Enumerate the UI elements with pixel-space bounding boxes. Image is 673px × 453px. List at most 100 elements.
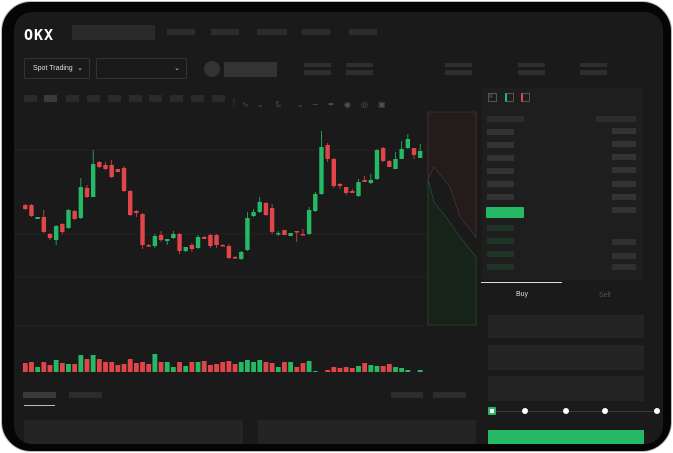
slider-stop[interactable] — [522, 408, 528, 414]
tab-buy[interactable]: Buy — [516, 291, 529, 298]
timeframe-button[interactable] — [24, 95, 37, 102]
candlestick-chart[interactable] — [14, 107, 478, 372]
nav-item[interactable] — [167, 29, 195, 35]
nav-item[interactable] — [302, 29, 330, 35]
tab-sell[interactable]: Sell — [599, 292, 611, 299]
candle-body — [41, 217, 47, 232]
candle-body — [78, 187, 84, 218]
orderbook-header-price — [487, 116, 524, 122]
timeframe-button[interactable] — [149, 95, 162, 102]
candle-body — [72, 211, 77, 219]
nav-item[interactable] — [349, 29, 377, 35]
bid-price — [487, 225, 514, 231]
candle-body — [183, 247, 188, 251]
slider-stop[interactable] — [602, 408, 608, 414]
candle-body — [245, 218, 250, 250]
volume-bar — [84, 359, 90, 372]
timeframe-button[interactable] — [129, 95, 142, 102]
volume-bar — [177, 362, 182, 372]
candle-body — [53, 226, 59, 240]
nav-item[interactable] — [211, 29, 239, 35]
okx-logo[interactable]: OKX — [24, 26, 55, 44]
slider-handle[interactable] — [488, 407, 496, 415]
stat-label — [445, 63, 472, 67]
volume-bar — [399, 368, 405, 372]
candle-body — [35, 217, 40, 219]
volume-bar — [349, 368, 355, 372]
timeframe-button[interactable] — [170, 95, 183, 102]
bid-price — [487, 264, 514, 270]
camera-icon[interactable]: ◉ — [344, 100, 351, 109]
chevron-down-icon[interactable]: ⌄ — [297, 100, 304, 109]
timeframe-button[interactable] — [108, 95, 121, 102]
volume-bar — [269, 363, 275, 372]
timeframe-button[interactable] — [44, 95, 57, 102]
orderbook-both-icon[interactable]: ≡ — [488, 93, 497, 102]
fullscreen-icon[interactable]: ▣ — [378, 100, 386, 109]
candle-body — [214, 235, 219, 245]
slider-stop[interactable] — [654, 408, 660, 414]
orderbook-asks-icon[interactable] — [521, 93, 530, 102]
candle-body — [121, 168, 127, 191]
orderbook-bids-icon[interactable] — [505, 93, 514, 102]
price-input[interactable] — [488, 315, 644, 338]
market-type-label: Spot Trading — [33, 65, 73, 72]
volume-bar — [96, 359, 102, 372]
volume-bar — [66, 364, 71, 372]
volume-bar — [41, 362, 47, 372]
candle-body — [380, 148, 386, 161]
volume-bar — [300, 363, 306, 372]
timeframe-button[interactable] — [191, 95, 204, 102]
volume-bar — [195, 362, 201, 372]
ask-price — [487, 168, 514, 174]
stat-label — [518, 63, 545, 67]
stat-label — [304, 63, 331, 67]
timeframe-button[interactable] — [87, 95, 100, 102]
candle-body — [399, 149, 404, 159]
trading-screen: OKX Spot Trading ⌄ ⌄ | ∿ ⌄ fₓ ⌄ ∽ ✒ ◉ ◎ … — [14, 12, 663, 444]
candle-body — [306, 210, 312, 234]
slider-track[interactable] — [492, 411, 657, 412]
candle-body — [411, 148, 417, 155]
timeframe-button[interactable] — [212, 95, 225, 102]
slider-stop[interactable] — [563, 408, 569, 414]
volume-bar — [226, 361, 232, 372]
drawing-icon[interactable]: ∽ — [312, 100, 319, 109]
tab-history[interactable] — [69, 392, 102, 398]
filter-button[interactable] — [391, 392, 423, 398]
volume-bar — [343, 367, 349, 372]
search-bar[interactable] — [72, 25, 155, 40]
market-type-dropdown[interactable]: Spot Trading ⌄ — [24, 58, 90, 79]
stat-label — [580, 63, 607, 67]
total-input[interactable] — [488, 376, 644, 401]
volume-bar — [337, 368, 343, 372]
volume-bar — [189, 362, 195, 372]
volume-bar — [103, 362, 108, 372]
ask-price — [487, 194, 514, 200]
timeframe-button[interactable] — [66, 95, 79, 102]
candle-body — [97, 162, 102, 167]
drawing-icon[interactable]: ✒ — [328, 100, 335, 109]
candle-body — [103, 165, 108, 169]
filter-button[interactable] — [433, 392, 466, 398]
indicator-icon[interactable]: ∿ — [242, 100, 249, 109]
indicator-icon[interactable]: fₓ — [276, 100, 281, 109]
chevron-down-icon[interactable]: ⌄ — [257, 100, 264, 109]
tab-open-orders[interactable] — [23, 392, 56, 398]
ask-amount — [612, 167, 636, 173]
candle-body — [276, 233, 281, 235]
settings-icon[interactable]: ◎ — [361, 100, 368, 109]
amount-input[interactable] — [488, 345, 644, 370]
pair-dropdown[interactable]: ⌄ — [96, 58, 187, 79]
assets-panel — [258, 420, 476, 444]
candle-body — [208, 235, 213, 246]
candle-body — [343, 187, 349, 193]
buy-button[interactable] — [488, 430, 644, 444]
nav-item[interactable] — [257, 29, 287, 35]
volume-bar — [214, 364, 219, 372]
bid-price — [487, 251, 514, 257]
candle-body — [263, 203, 269, 215]
active-tab-indicator — [481, 282, 562, 283]
volume-bar — [380, 366, 386, 372]
candle-body — [226, 246, 232, 258]
